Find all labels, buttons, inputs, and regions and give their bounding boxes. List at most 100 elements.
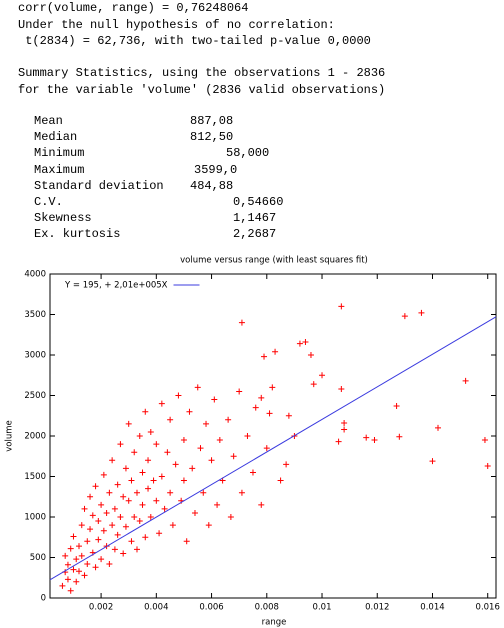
point <box>244 433 251 439</box>
point <box>142 408 149 415</box>
point <box>238 489 245 496</box>
point <box>167 416 174 423</box>
point <box>258 501 265 508</box>
point <box>481 437 488 444</box>
point <box>180 437 187 444</box>
point <box>338 303 345 310</box>
stat-value: 484,88 <box>190 178 234 193</box>
point <box>396 433 403 440</box>
point <box>462 377 469 384</box>
y-tick-label: 3000 <box>24 351 46 361</box>
point <box>136 518 143 525</box>
point <box>109 522 116 529</box>
point <box>78 522 85 529</box>
point <box>230 453 237 460</box>
y-tick-label: 1500 <box>24 472 46 482</box>
point <box>263 445 270 452</box>
point <box>277 477 284 484</box>
point <box>269 384 276 391</box>
output-line: Summary Statistics, using the observatio… <box>18 66 386 80</box>
stat-value: 1,1467 <box>233 211 277 226</box>
point <box>249 469 256 476</box>
point <box>84 560 91 567</box>
point <box>296 340 303 347</box>
stat-value: 812,50 <box>190 130 234 145</box>
point <box>227 514 234 520</box>
point <box>194 384 201 391</box>
point <box>153 497 160 504</box>
point <box>147 428 154 435</box>
y-tick-label: 3500 <box>24 310 46 320</box>
x-tick-label: 0.014 <box>420 603 444 613</box>
point <box>131 514 138 520</box>
point <box>117 441 124 448</box>
point <box>161 505 168 512</box>
point <box>92 483 99 490</box>
point <box>145 457 152 464</box>
point <box>167 489 174 496</box>
x-tick-label: 0.01 <box>313 603 332 613</box>
point <box>70 533 77 540</box>
point <box>106 560 113 567</box>
point <box>125 497 132 504</box>
point <box>418 309 425 316</box>
point <box>87 526 94 533</box>
point <box>310 381 317 388</box>
point <box>87 493 94 500</box>
point <box>122 523 129 530</box>
point <box>139 469 146 476</box>
stat-label: Standard deviation <box>34 178 164 193</box>
point <box>147 514 154 520</box>
stat-label: Skewness <box>34 211 92 226</box>
point <box>92 564 99 571</box>
point <box>81 572 88 579</box>
point <box>371 437 378 444</box>
point <box>283 461 290 468</box>
point <box>111 505 118 512</box>
point <box>393 403 400 410</box>
y-tick-label: 1000 <box>24 513 46 523</box>
point <box>139 501 146 508</box>
point <box>205 522 212 529</box>
point <box>59 582 66 589</box>
point <box>186 408 193 415</box>
point <box>84 538 91 545</box>
stat-value: 3599,0 <box>194 162 238 177</box>
point <box>164 449 171 456</box>
point <box>401 313 408 320</box>
point <box>307 352 314 358</box>
x-tick-label: 0.012 <box>365 603 389 613</box>
point <box>156 530 163 537</box>
point <box>106 489 113 496</box>
point <box>258 394 265 401</box>
point <box>131 449 138 456</box>
point <box>484 462 491 469</box>
output-line: corr(volume, range) = 0,76248064 <box>18 1 249 15</box>
point <box>208 457 215 464</box>
stat-value: 887,08 <box>190 114 234 128</box>
point <box>95 518 102 525</box>
stat-label: C.V. <box>34 195 63 209</box>
point <box>150 477 157 484</box>
x-tick-label: 0.002 <box>89 603 113 613</box>
point <box>133 546 140 553</box>
point <box>211 396 218 403</box>
point <box>200 489 207 496</box>
point <box>103 509 110 516</box>
point <box>73 578 80 585</box>
fit-line <box>49 316 497 581</box>
point <box>62 552 69 559</box>
point <box>128 477 135 484</box>
point <box>266 410 273 417</box>
point <box>136 433 143 439</box>
point <box>73 556 80 563</box>
point <box>319 372 326 379</box>
chart-title: volume versus range (with least squares … <box>180 256 368 266</box>
point <box>114 481 121 488</box>
stat-value: 0,54660 <box>233 195 284 209</box>
stat-value: 58,000 <box>226 146 270 161</box>
point <box>111 546 118 553</box>
y-tick-label: 0 <box>41 594 46 604</box>
stat-label: Maximum <box>34 162 85 177</box>
